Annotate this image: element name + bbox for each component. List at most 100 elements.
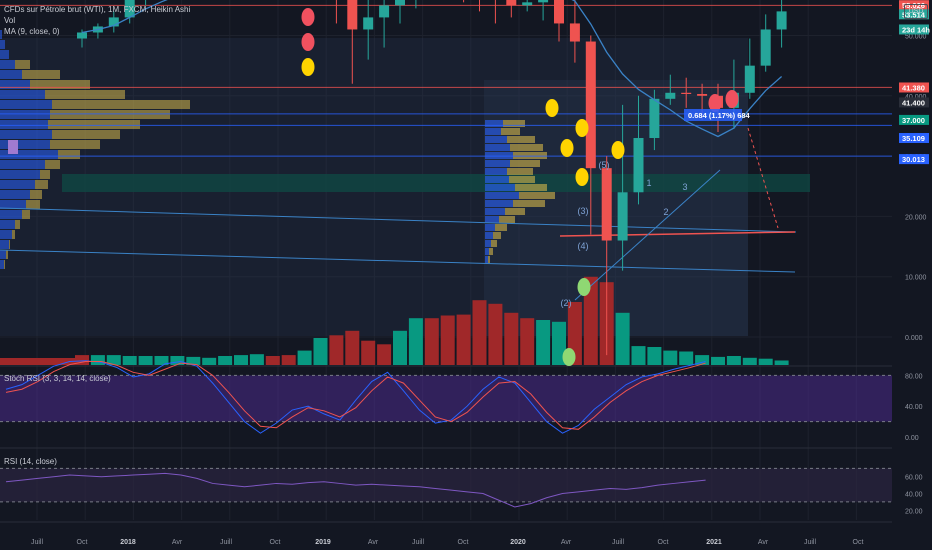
- volume-bar: [408, 318, 423, 365]
- signal-marker: [575, 168, 589, 186]
- time-axis[interactable]: Juill Oct 2018 Avr Juill Oct 2019 Avr Juill Oct 20…: [31, 539, 864, 546]
- profile-bar-yellow: [15, 220, 20, 229]
- price-tag-label: 55.026: [902, 1, 925, 10]
- wave-label: 3: [682, 182, 687, 192]
- volume-bar: [218, 356, 233, 365]
- profile-bar-blue: [0, 160, 45, 169]
- ma-legend[interactable]: MA (9, close, 0): [4, 27, 60, 36]
- profile-bar-yellow: [45, 160, 60, 169]
- markers: (2) (3) (4) (5) 1 2 3 0.684 (1.17%) 684: [301, 8, 751, 366]
- time-tick-label: 2018: [120, 539, 136, 546]
- profile-bar-yellow: [489, 248, 493, 255]
- signal-marker: [577, 278, 591, 296]
- volume-bar: [424, 318, 439, 365]
- stoch-tick-label: 80.00: [905, 373, 923, 380]
- profile-bar-blue: [485, 136, 507, 143]
- time-tick-label: 2021: [706, 539, 722, 546]
- profile-bar-yellow: [26, 200, 40, 209]
- rsi-legend[interactable]: RSI (14, close): [4, 457, 57, 466]
- profile-bar-yellow: [510, 144, 543, 151]
- trend-line: [559, 231, 796, 237]
- profile-bar-blue: [485, 184, 515, 191]
- rsi-tick-label: 20.00: [905, 508, 923, 515]
- range-boxes: [0, 38, 810, 336]
- profile-bar-blue: [0, 250, 6, 259]
- stoch-d-line: [5, 361, 706, 430]
- candle: [633, 138, 644, 193]
- volume-bar: [615, 312, 630, 365]
- price-axis[interactable]: 0.00010.00020.00030.00040.00050.00060.00…: [892, 0, 932, 550]
- profile-bar-yellow: [35, 180, 48, 189]
- profile-bar-blue: [0, 100, 52, 109]
- rsi-band: [0, 468, 892, 502]
- profile-bar-blue: [0, 240, 9, 249]
- signal-marker: [725, 90, 739, 108]
- time-tick-label: Oct: [270, 539, 281, 546]
- profile-bar-blue: [485, 192, 519, 199]
- profile-bar-blue: [485, 256, 488, 263]
- symbol-title[interactable]: CFDs sur Pétrole brut (WTI), 1M, FXCM, H…: [4, 5, 191, 14]
- profile-bar-yellow: [50, 140, 100, 149]
- price-tag-label: 41.400: [902, 98, 925, 107]
- price-tag-label: 30.013: [902, 155, 925, 164]
- profile-bar-blue: [485, 120, 503, 127]
- time-tick-label: 2019: [315, 539, 331, 546]
- candle: [108, 17, 119, 27]
- volume-bar: [504, 312, 519, 365]
- profile-bar-yellow: [488, 256, 490, 263]
- candle: [77, 32, 87, 39]
- candle: [124, 0, 135, 18]
- candle: [585, 41, 596, 169]
- time-tick-label: Oct: [658, 539, 669, 546]
- volume-bar: [249, 354, 264, 365]
- profile-bar-blue: [0, 210, 22, 219]
- volume-bar: [106, 355, 121, 365]
- profile-bar-blue: [0, 180, 35, 189]
- profile-bar-yellow: [22, 210, 30, 219]
- candle: [665, 92, 676, 99]
- price-tick-label: 50.000: [905, 34, 927, 41]
- candle: [697, 93, 708, 96]
- price-tag: [899, 133, 929, 144]
- stoch-rsi-pane: [0, 360, 892, 434]
- profile-bar-blue: [0, 110, 50, 119]
- profile-bar-yellow: [6, 250, 8, 259]
- profile-bar-blue: [485, 176, 509, 183]
- profile-bar-yellow: [12, 230, 15, 239]
- profile-bar-blue: [0, 220, 15, 229]
- profile-bar-blue: [0, 190, 30, 199]
- profile-bar-blue: [0, 150, 58, 159]
- signal-marker: [545, 99, 559, 117]
- candle: [363, 17, 374, 30]
- wave-label: 2: [663, 207, 668, 217]
- volume-bar: [138, 356, 153, 365]
- wave-label: 1: [646, 178, 651, 188]
- volume-bar: [726, 356, 741, 365]
- stoch-k-line: [5, 360, 706, 434]
- price-tag-label: 23d 14h: [902, 25, 930, 34]
- candle: [744, 65, 755, 93]
- price-tag: [899, 24, 929, 35]
- signal-marker: [562, 348, 576, 366]
- time-tick-label: 2020: [510, 539, 526, 546]
- time-tick-label: Avr: [172, 539, 183, 546]
- stoch-rsi-legend[interactable]: Stoch RSI (3, 3, 14, 14, close): [4, 374, 111, 383]
- currency-button[interactable]: USD: [904, 4, 928, 19]
- volume-legend[interactable]: Vol: [4, 16, 16, 25]
- chart-legend: CFDs sur Pétrole brut (WTI), 1M, FXCM, H…: [4, 4, 190, 37]
- profile-bar-blue: [0, 260, 4, 269]
- trend-line: [574, 169, 721, 301]
- price-tag: [899, 82, 929, 93]
- volume-bar: [313, 338, 328, 365]
- wave-label: (4): [578, 241, 589, 251]
- volume-bar: [583, 276, 598, 365]
- profile-bar-blue: [0, 120, 48, 129]
- profile-bar-blue: [485, 160, 510, 167]
- volume-bar: [281, 355, 296, 365]
- profile-bar-blue: [485, 200, 513, 207]
- profile-bar-yellow: [52, 100, 190, 109]
- profile-bar-blue: [485, 248, 489, 255]
- volume-bar: [488, 303, 503, 365]
- price-tick-label: 20.000: [905, 214, 927, 221]
